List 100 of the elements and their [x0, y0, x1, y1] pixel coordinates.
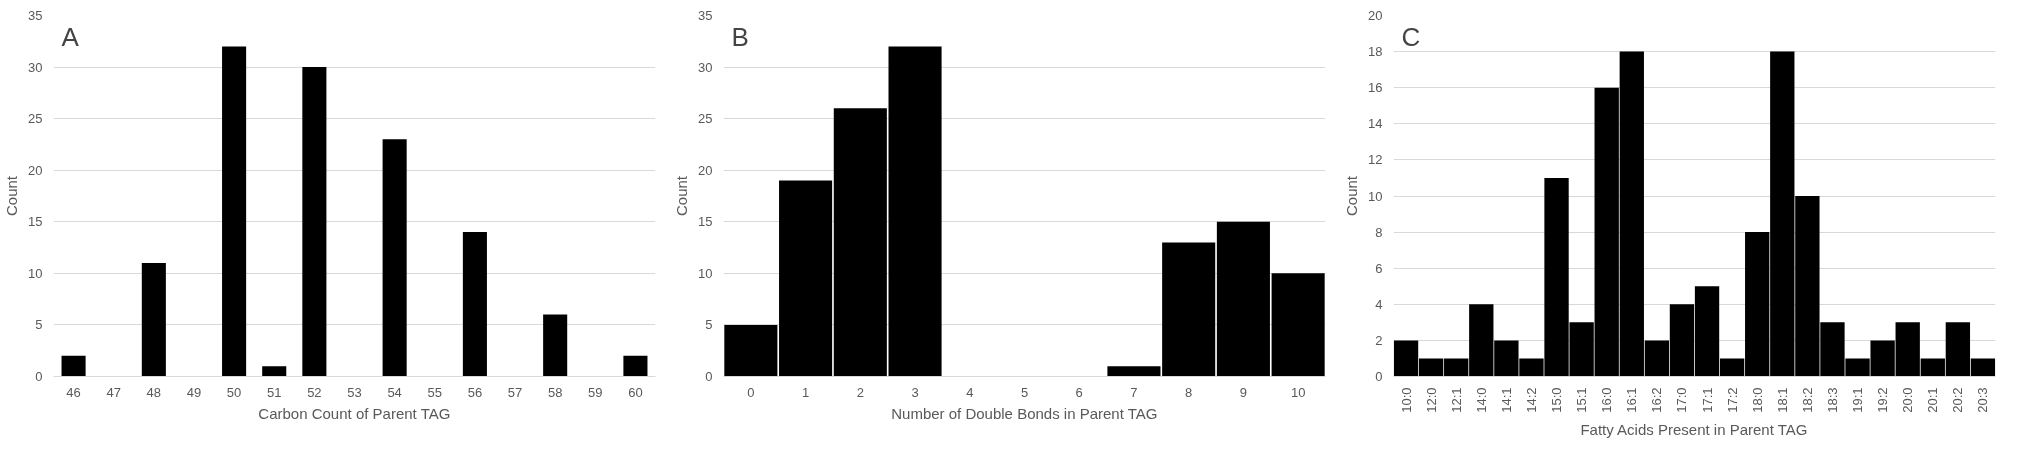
- x-tick-label: 55: [427, 384, 443, 400]
- x-tick-label: 16:1: [1624, 387, 1640, 413]
- y-tick-label: 30: [698, 59, 713, 75]
- y-tick-label: 20: [698, 162, 713, 178]
- y-tick-label: 8: [1375, 224, 1383, 240]
- y-tick-label: 14: [1368, 116, 1383, 132]
- x-tick-label: 2: [856, 384, 864, 400]
- x-tick-label: 58: [547, 384, 563, 400]
- x-tick-label: 16:2: [1649, 387, 1665, 413]
- bar: [462, 232, 487, 377]
- x-tick-label: 1: [801, 384, 810, 400]
- x-tick-label: 3: [911, 384, 919, 400]
- bar: [1271, 273, 1325, 377]
- x-axis-title: Number of Double Bonds in Parent TAG: [891, 404, 1158, 422]
- x-tick-label: 53: [347, 384, 362, 400]
- x-tick-label: 10:0: [1398, 387, 1414, 413]
- x-tick-label: 15:1: [1574, 387, 1590, 413]
- x-tick-label: 46: [66, 384, 81, 400]
- x-tick-label: 18:2: [1799, 387, 1815, 413]
- x-tick-label: 14:0: [1473, 387, 1489, 413]
- bar: [141, 263, 166, 377]
- y-axis-title: Count: [3, 175, 21, 217]
- x-tick-label: 18:0: [1749, 387, 1765, 413]
- y-tick-label: 15: [698, 214, 713, 230]
- bar: [382, 139, 407, 377]
- x-tick-label: 18:1: [1774, 387, 1790, 413]
- bar: [623, 355, 648, 377]
- x-tick-label: 52: [307, 384, 322, 400]
- x-tick-label: 7: [1130, 384, 1138, 400]
- y-tick-label: 20: [28, 162, 43, 178]
- y-tick-label: 12: [1368, 152, 1383, 168]
- y-tick-label: 0: [1375, 369, 1383, 384]
- bar: [262, 366, 287, 377]
- x-tick-label: 60: [628, 384, 643, 400]
- x-tick-label: 12:1: [1448, 387, 1464, 413]
- x-tick-label: 57: [507, 384, 523, 400]
- y-tick-label: 18: [1368, 44, 1383, 60]
- x-tick-label: 6: [1075, 384, 1083, 400]
- y-tick-label: 25: [698, 111, 713, 127]
- x-tick-label: 8: [1185, 384, 1193, 400]
- x-tick-label: 14:2: [1523, 387, 1539, 413]
- y-tick-label: 0: [705, 369, 713, 384]
- x-tick-label: 17:1: [1699, 387, 1715, 413]
- y-tick-label: 4: [1375, 296, 1383, 312]
- bar: [222, 46, 247, 377]
- x-tick-label: 19:1: [1850, 387, 1866, 413]
- y-tick-label: 20: [1368, 8, 1383, 23]
- bar: [543, 314, 568, 377]
- bar: [61, 355, 86, 377]
- x-tick-label: 20:3: [1975, 387, 1991, 413]
- bar: [1216, 221, 1270, 377]
- annotation: B: [731, 21, 749, 52]
- y-tick-label: 10: [28, 265, 43, 281]
- y-tick-label: 15: [28, 214, 43, 230]
- y-tick-label: 25: [28, 111, 43, 127]
- x-tick-label: 9: [1239, 384, 1248, 400]
- y-tick-label: 10: [1368, 188, 1383, 204]
- x-tick-label: 48: [146, 384, 162, 400]
- y-tick-label: 5: [35, 317, 43, 333]
- x-tick-label: 10: [1290, 384, 1306, 400]
- y-tick-label: 5: [705, 317, 713, 333]
- x-tick-label: 20:1: [1925, 387, 1941, 413]
- y-tick-label: 6: [1375, 260, 1383, 276]
- y-tick-label: 2: [1375, 332, 1383, 348]
- x-tick-label: 51: [267, 384, 282, 400]
- bar: [302, 67, 327, 377]
- x-tick-label: 17:0: [1674, 387, 1690, 413]
- x-tick-label: 56: [467, 384, 483, 400]
- x-tick-label: 20:0: [1900, 387, 1916, 413]
- x-tick-label: 14:1: [1498, 387, 1514, 413]
- bar: [724, 324, 778, 377]
- x-tick-label: 0: [747, 384, 755, 400]
- x-tick-label: 19:2: [1875, 387, 1891, 413]
- x-tick-label: 50: [226, 384, 242, 400]
- x-tick-label: 16:0: [1599, 387, 1615, 413]
- y-tick-label: 35: [698, 8, 713, 23]
- y-tick-label: 35: [28, 8, 43, 23]
- annotation: C: [1401, 21, 1421, 52]
- bar: [1162, 242, 1216, 377]
- x-tick-label: 47: [106, 384, 121, 400]
- x-tick-label: 12:0: [1423, 387, 1439, 413]
- y-axis-title: Count: [673, 175, 691, 217]
- bar: [888, 46, 942, 377]
- x-tick-label: 59: [588, 384, 603, 400]
- bar: [779, 180, 833, 377]
- y-tick-label: 10: [698, 265, 713, 281]
- x-tick-label: 15:0: [1549, 387, 1565, 413]
- x-tick-label: 49: [186, 384, 202, 400]
- bar: [1107, 366, 1161, 377]
- x-tick-label: 54: [387, 384, 402, 400]
- x-axis-title: Fatty Acids Present in Parent TAG: [1580, 420, 1808, 438]
- y-tick-label: 16: [1368, 80, 1383, 96]
- x-tick-label: 5: [1020, 384, 1029, 400]
- y-axis-title: Count: [1343, 175, 1361, 217]
- y-tick-label: 30: [28, 59, 43, 75]
- annotation: A: [61, 21, 80, 52]
- x-axis-title: Carbon Count of Parent TAG: [258, 404, 451, 422]
- y-tick-label: 0: [35, 369, 43, 384]
- x-tick-label: 4: [966, 384, 974, 400]
- x-tick-label: 18:3: [1824, 387, 1840, 413]
